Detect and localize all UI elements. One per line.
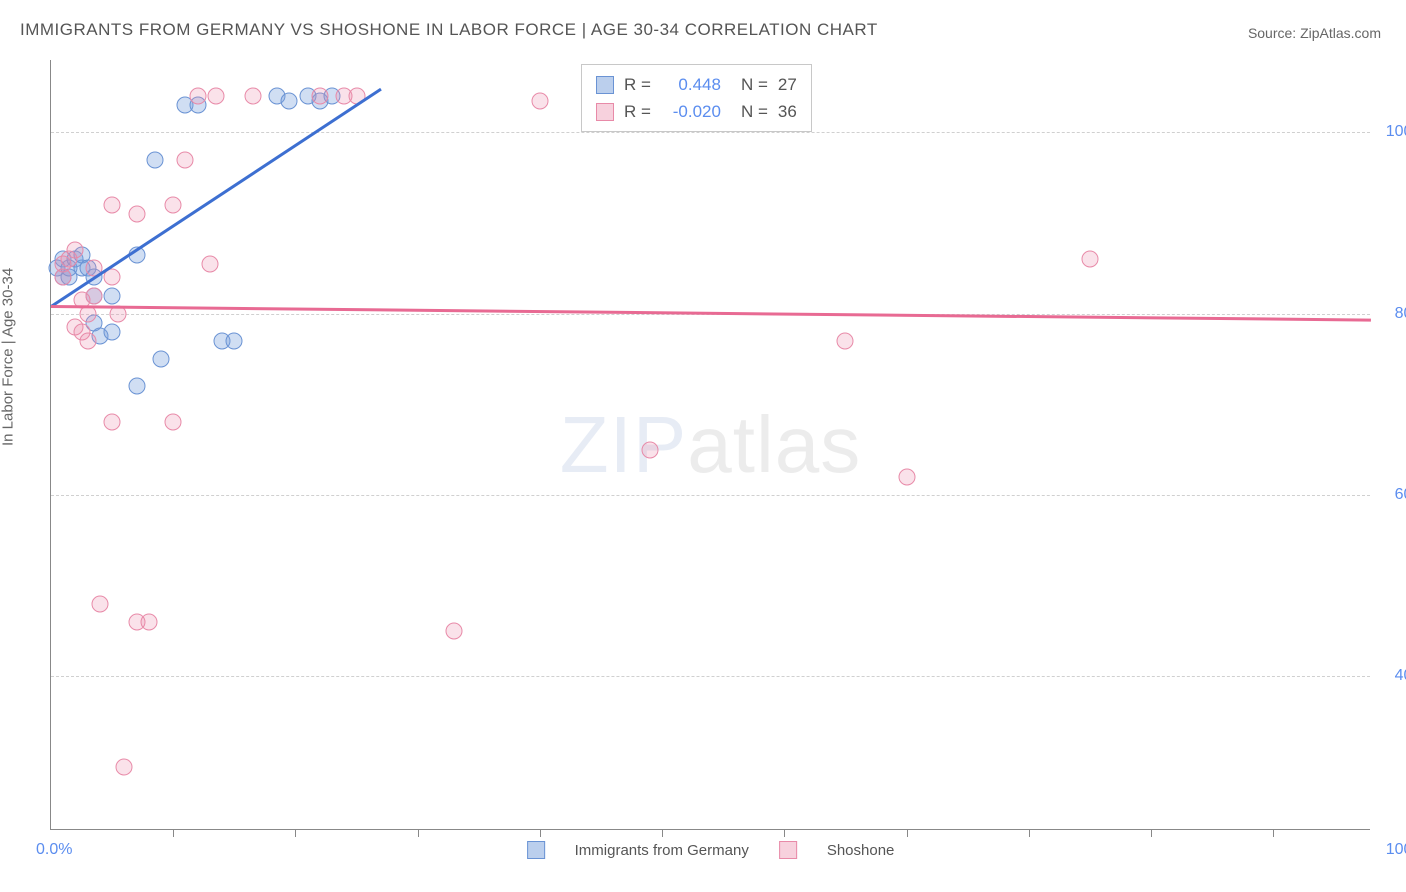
data-point (55, 269, 72, 286)
data-point (128, 378, 145, 395)
y-tick-label: 60.0% (1380, 486, 1406, 504)
x-tick (662, 829, 663, 837)
x-tick (907, 829, 908, 837)
r-value-series2: -0.020 (661, 98, 721, 125)
trend-line (51, 305, 1371, 321)
data-point (446, 622, 463, 639)
data-point (898, 468, 915, 485)
chart-title: IMMIGRANTS FROM GERMANY VS SHOSHONE IN L… (20, 20, 878, 40)
gridline-h (51, 676, 1370, 677)
data-point (201, 255, 218, 272)
swatch-pink-icon (596, 103, 614, 121)
y-tick-label: 80.0% (1380, 305, 1406, 323)
source-label: Source: (1248, 25, 1296, 41)
data-point (104, 287, 121, 304)
x-tick (540, 829, 541, 837)
data-point (140, 613, 157, 630)
r-value-series1: 0.448 (661, 71, 721, 98)
y-axis-label: In Labor Force | Age 30-34 (0, 268, 17, 446)
legend-label-series1: Immigrants from Germany (575, 842, 749, 859)
data-point (85, 287, 102, 304)
data-point (208, 88, 225, 105)
data-point (531, 92, 548, 109)
data-point (67, 242, 84, 259)
watermark-light: atlas (687, 400, 861, 489)
data-point (104, 414, 121, 431)
correlation-stats-box: R = 0.448 N = 27 R = -0.020 N = 36 (581, 64, 812, 132)
stats-row-series1: R = 0.448 N = 27 (596, 71, 797, 98)
data-point (281, 92, 298, 109)
data-point (641, 441, 658, 458)
gridline-h (51, 132, 1370, 133)
legend-swatch-blue-icon (527, 841, 545, 859)
n-value-series2: 36 (778, 98, 797, 125)
x-tick (1029, 829, 1030, 837)
y-tick-label: 40.0% (1380, 667, 1406, 685)
data-point (165, 196, 182, 213)
data-point (104, 196, 121, 213)
watermark-bold: ZIP (560, 400, 687, 489)
legend-swatch-pink-icon (779, 841, 797, 859)
source-attribution: Source: ZipAtlas.com (1248, 25, 1381, 41)
data-point (244, 88, 261, 105)
gridline-h (51, 495, 1370, 496)
data-point (146, 151, 163, 168)
data-point (226, 332, 243, 349)
source-name: ZipAtlas.com (1300, 25, 1381, 41)
trend-line (50, 87, 381, 306)
data-point (104, 323, 121, 340)
x-tick-label-min: 0.0% (36, 841, 72, 859)
x-tick (1273, 829, 1274, 837)
data-point (91, 595, 108, 612)
data-point (116, 758, 133, 775)
data-point (177, 151, 194, 168)
watermark: ZIPatlas (560, 399, 861, 491)
swatch-blue-icon (596, 76, 614, 94)
data-point (128, 206, 145, 223)
plot-area: ZIPatlas R = 0.448 N = 27 R = -0.020 N =… (50, 60, 1370, 830)
stats-row-series2: R = -0.020 N = 36 (596, 98, 797, 125)
bottom-legend: Immigrants from Germany Shoshone (527, 841, 895, 859)
legend-label-series2: Shoshone (827, 842, 895, 859)
x-tick (418, 829, 419, 837)
data-point (165, 414, 182, 431)
y-tick-label: 100.0% (1380, 123, 1406, 141)
n-label: N = (741, 71, 768, 98)
r-label: R = (624, 98, 651, 125)
x-tick-label-max: 100.0% (1386, 841, 1406, 859)
r-label: R = (624, 71, 651, 98)
x-tick (295, 829, 296, 837)
data-point (837, 332, 854, 349)
data-point (189, 88, 206, 105)
data-point (79, 332, 96, 349)
n-label: N = (741, 98, 768, 125)
n-value-series1: 27 (778, 71, 797, 98)
data-point (104, 269, 121, 286)
data-point (311, 88, 328, 105)
data-point (153, 350, 170, 367)
data-point (1081, 251, 1098, 268)
x-tick (1151, 829, 1152, 837)
x-tick (784, 829, 785, 837)
x-tick (173, 829, 174, 837)
